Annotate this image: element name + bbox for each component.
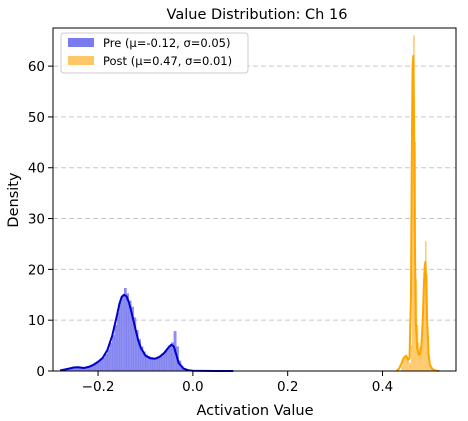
bar-s0-23 xyxy=(119,302,122,372)
plot-frame xyxy=(52,27,457,372)
legend-label-post: Post (μ=0.47, σ=0.01) xyxy=(103,54,232,68)
bar-s0-25 xyxy=(123,287,127,372)
x-tick-label-0: −0.2 xyxy=(82,379,115,395)
y-tick-label-6: 60 xyxy=(28,59,45,75)
chart-title: Value Distribution: Ch 16 xyxy=(167,7,348,23)
bar-s0-16 xyxy=(102,357,106,372)
legend-swatch-pre xyxy=(68,38,94,47)
y-tick-label-2: 20 xyxy=(28,262,45,278)
y-tick-label-0: 0 xyxy=(36,364,45,380)
legend-box xyxy=(60,32,249,74)
histogram-bars xyxy=(64,35,435,372)
bar-s0-17 xyxy=(104,354,108,372)
bar-s0-15 xyxy=(100,359,103,372)
bar-s0-38 xyxy=(154,357,158,372)
bar-s0-21 xyxy=(114,325,118,372)
kde-line-s1 xyxy=(395,54,440,372)
bar-s0-42 xyxy=(164,350,167,372)
y-axis-label: Density xyxy=(6,172,22,228)
legend: Pre (μ=-0.12, σ=0.05) Post (μ=0.47, σ=0.… xyxy=(60,32,249,74)
legend-swatch-post xyxy=(68,56,94,65)
x-tick-label-1: 0.0 xyxy=(182,379,203,395)
gridlines xyxy=(53,65,456,321)
kde-line-s0 xyxy=(59,293,234,372)
x-tick-label-2: 0.2 xyxy=(277,379,298,395)
bar-s0-43 xyxy=(166,347,170,372)
y-axis-ticks: 0 10 20 30 40 50 60 xyxy=(28,59,53,380)
y-tick-label-5: 50 xyxy=(28,110,45,126)
bar-s0-20 xyxy=(112,335,115,372)
x-tick-label-3: 0.4 xyxy=(372,379,393,395)
y-tick-label-4: 40 xyxy=(28,161,45,177)
kde-lines xyxy=(59,54,440,372)
bar-s0-26 xyxy=(126,293,130,372)
bar-s0-19 xyxy=(109,342,113,372)
y-tick-label-3: 30 xyxy=(28,212,45,228)
y-tick-label-1: 10 xyxy=(28,313,45,329)
bar-s0-18 xyxy=(107,349,111,372)
bar-s0-39 xyxy=(157,356,160,372)
bar-s0-24 xyxy=(121,296,125,372)
x-axis-ticks: −0.2 0.0 0.2 0.4 xyxy=(82,371,393,395)
bar-s0-44 xyxy=(168,345,172,372)
legend-label-pre: Pre (μ=-0.12, σ=0.05) xyxy=(103,36,230,50)
x-axis-label: Activation Value xyxy=(196,403,313,419)
bar-s0-22 xyxy=(116,312,120,372)
bar-s0-41 xyxy=(161,353,165,372)
